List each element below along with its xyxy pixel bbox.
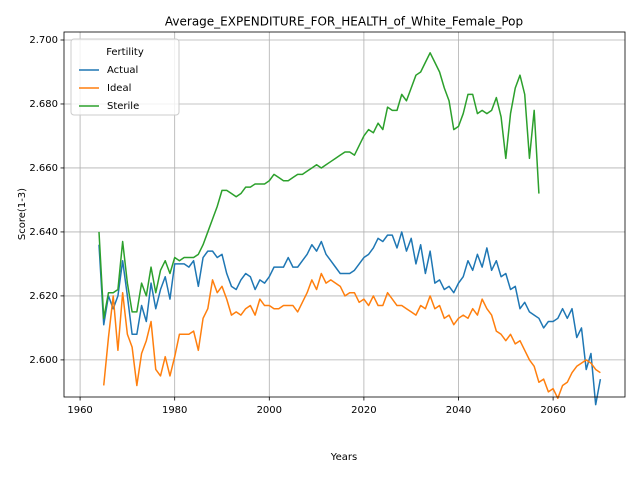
y-tick-label: 2.680 bbox=[29, 99, 58, 110]
x-tick-label: 2020 bbox=[351, 405, 376, 416]
series-line bbox=[102, 272, 601, 400]
legend-title: Fertility bbox=[106, 47, 144, 58]
legend-box bbox=[70, 38, 180, 116]
y-tick-label: 2.620 bbox=[29, 291, 58, 302]
x-tick-label: 1980 bbox=[162, 405, 187, 416]
x-tick-label: 2040 bbox=[446, 405, 471, 416]
chart-title: Average_EXPENDITURE_FOR_HEALTH_of_White_… bbox=[165, 15, 523, 29]
y-tick-label: 2.640 bbox=[29, 227, 58, 238]
axes-frame bbox=[63, 31, 626, 398]
series-line bbox=[98, 231, 602, 406]
legend-label: Ideal bbox=[107, 83, 131, 94]
y-axis-label: Score(1-3) bbox=[17, 188, 28, 240]
x-axis-label: Years bbox=[330, 452, 357, 463]
legend-label: Sterile bbox=[107, 101, 139, 112]
legend-label: Actual bbox=[107, 65, 138, 76]
x-tick-label: 2000 bbox=[257, 405, 282, 416]
series-line bbox=[98, 52, 540, 320]
y-tick-label: 2.700 bbox=[29, 35, 58, 46]
y-tick-label: 2.660 bbox=[29, 163, 58, 174]
y-tick-label: 2.600 bbox=[29, 355, 58, 366]
x-tick-label: 2060 bbox=[540, 405, 565, 416]
x-tick-label: 1960 bbox=[67, 405, 92, 416]
